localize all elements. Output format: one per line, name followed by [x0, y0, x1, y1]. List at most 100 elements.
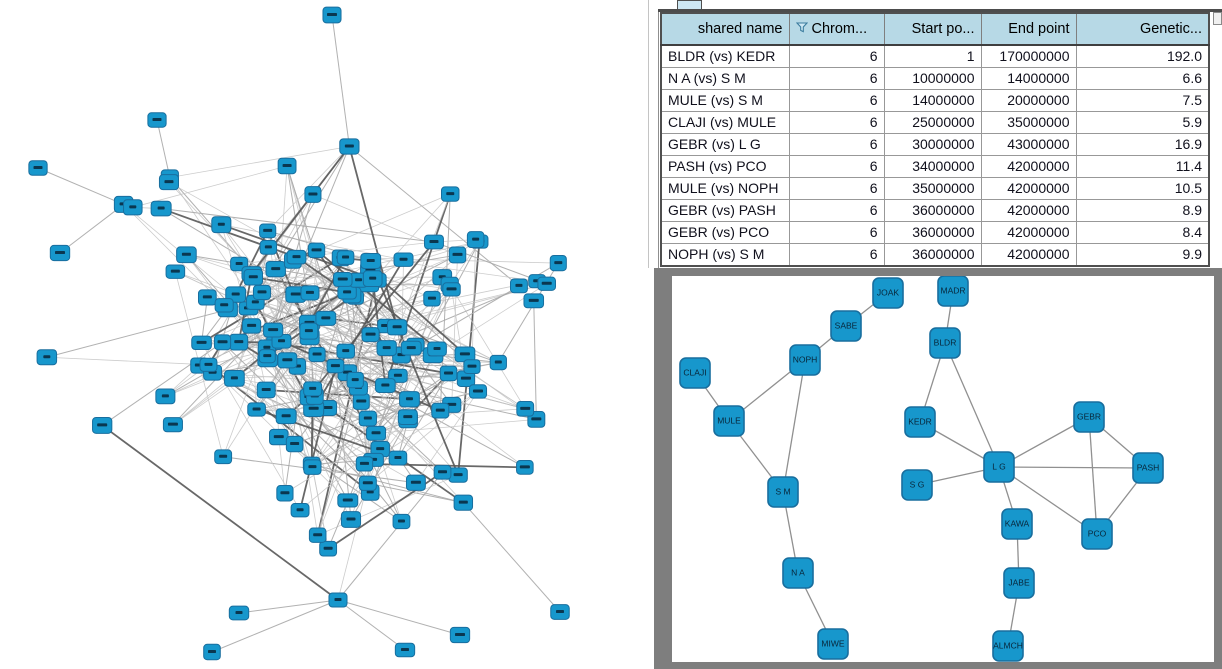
node-s-m[interactable]: S M [767, 476, 799, 508]
node-s-g[interactable]: S G [901, 469, 933, 501]
network-node[interactable] [49, 244, 71, 262]
network-node[interactable] [322, 6, 342, 24]
network-node[interactable] [453, 494, 474, 511]
table-row[interactable]: GEBR (vs) PASH 6 36000000 42000000 8.9 [660, 199, 1210, 222]
network-node[interactable] [259, 223, 277, 239]
network-node[interactable] [394, 642, 416, 658]
network-node[interactable] [155, 388, 176, 405]
network-edge[interactable] [944, 342, 1000, 468]
table-row[interactable]: MULE (vs) S M 6 14000000 20000000 7.5 [660, 89, 1210, 112]
table-tab[interactable] [677, 0, 702, 9]
network-node[interactable] [549, 255, 567, 272]
network-node[interactable] [431, 402, 450, 419]
table-row[interactable]: GEBR (vs) L G 6 30000000 43000000 16.9 [660, 133, 1210, 156]
filtered-network-canvas[interactable]: JOAK MADR SABE BLDR NOPH CLAJI GEBR MULE KEDR L G… [654, 268, 1222, 669]
node-kawa[interactable]: KAWA [1001, 508, 1033, 540]
network-node[interactable] [397, 409, 418, 426]
network-node[interactable] [388, 450, 408, 466]
panel-splitter[interactable] [648, 0, 659, 268]
node-l-g[interactable]: L G [983, 451, 1015, 483]
network-node[interactable] [308, 527, 327, 543]
network-node[interactable] [304, 186, 322, 203]
node-joak[interactable]: JOAK [872, 277, 904, 309]
network-node[interactable] [360, 252, 382, 270]
network-node[interactable] [319, 540, 338, 557]
network-node[interactable] [199, 357, 218, 372]
network-node[interactable] [454, 346, 476, 363]
network-edge[interactable] [782, 359, 806, 493]
network-edge[interactable] [998, 466, 1098, 535]
column-header-4[interactable]: Genetic... [1075, 12, 1210, 46]
network-node[interactable] [326, 358, 345, 374]
network-node[interactable] [286, 249, 307, 265]
network-node[interactable] [509, 278, 528, 294]
network-node[interactable] [336, 250, 355, 265]
network-node[interactable] [197, 289, 217, 306]
main-network-canvas[interactable] [0, 0, 654, 669]
node-sabe[interactable]: SABE [830, 310, 862, 342]
network-node[interactable] [147, 112, 167, 128]
network-node[interactable] [123, 199, 143, 216]
network-node[interactable] [277, 157, 297, 175]
node-almch[interactable]: ALMCH [992, 630, 1024, 662]
network-node[interactable] [300, 285, 320, 301]
network-node[interactable] [358, 475, 377, 491]
network-node[interactable] [258, 349, 276, 364]
table-row[interactable]: CLAJI (vs) MULE 6 25000000 35000000 5.9 [660, 111, 1210, 134]
network-node[interactable] [256, 381, 276, 399]
column-header-2[interactable]: Start po... [883, 12, 982, 46]
network-node[interactable] [307, 242, 326, 259]
network-node[interactable] [165, 264, 186, 279]
network-node[interactable] [162, 417, 183, 433]
network-node[interactable] [336, 343, 356, 359]
network-node[interactable] [424, 234, 444, 250]
column-header-3[interactable]: End point [980, 12, 1077, 46]
node-claji[interactable]: CLAJI [679, 357, 711, 389]
network-node[interactable] [362, 270, 383, 287]
funnel-filter-icon[interactable] [795, 21, 808, 37]
table-options-button[interactable] [1213, 12, 1222, 25]
node-noph[interactable]: NOPH [789, 344, 821, 376]
network-node[interactable] [358, 410, 377, 427]
network-node[interactable] [550, 604, 570, 620]
network-node[interactable] [243, 269, 264, 286]
network-node[interactable] [328, 592, 348, 608]
network-node[interactable] [259, 240, 278, 255]
node-jabe[interactable]: JABE [1003, 567, 1035, 599]
network-node[interactable] [339, 138, 360, 155]
network-node[interactable] [449, 626, 471, 644]
network-node[interactable] [441, 186, 460, 202]
network-node[interactable] [247, 402, 266, 417]
network-node[interactable] [516, 460, 534, 475]
node-madr[interactable]: MADR [937, 276, 969, 307]
network-node[interactable] [337, 493, 359, 508]
network-node[interactable] [285, 435, 304, 453]
network-node[interactable] [290, 503, 310, 518]
network-node[interactable] [433, 464, 452, 480]
network-edge[interactable] [998, 466, 1149, 469]
network-node[interactable] [448, 246, 467, 264]
network-node[interactable] [224, 370, 245, 387]
network-edge[interactable] [1088, 416, 1098, 535]
network-node[interactable] [303, 459, 322, 475]
table-row[interactable]: PASH (vs) PCO 6 34000000 42000000 11.4 [660, 155, 1210, 178]
table-row[interactable]: NOPH (vs) S M 6 36000000 42000000 9.9 [660, 243, 1210, 267]
network-node[interactable] [352, 393, 370, 410]
network-node[interactable] [463, 359, 481, 375]
network-node[interactable] [277, 352, 298, 369]
network-node[interactable] [337, 285, 357, 300]
network-node[interactable] [229, 333, 249, 351]
network-node[interactable] [489, 354, 507, 371]
network-node[interactable] [191, 335, 212, 351]
network-node[interactable] [242, 318, 262, 334]
network-node[interactable] [303, 381, 323, 397]
network-node[interactable] [442, 282, 461, 297]
network-node[interactable] [213, 334, 232, 351]
network-node[interactable] [276, 485, 294, 502]
network-node[interactable] [439, 365, 458, 382]
network-node[interactable] [386, 319, 408, 336]
network-node[interactable] [346, 371, 364, 389]
node-mule[interactable]: MULE [713, 405, 745, 437]
node-gebr[interactable]: GEBR [1073, 401, 1105, 433]
network-node[interactable] [448, 467, 468, 483]
